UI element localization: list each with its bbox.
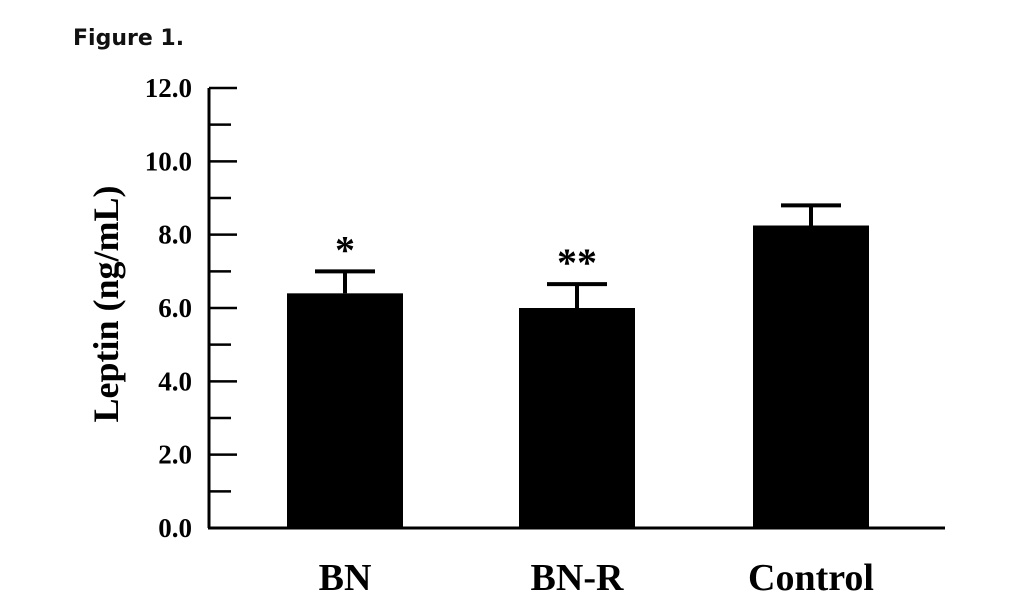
error-bars [315, 203, 841, 308]
bars [287, 225, 869, 528]
x-category-labels: BN BN-R Control [319, 557, 874, 599]
y-tick-label: 0.0 [158, 513, 192, 543]
y-tick-label: 12.0 [145, 73, 192, 103]
y-axis-label: Leptin (ng/mL) [86, 185, 126, 422]
x-category-label: BN-R [531, 557, 624, 599]
y-tick-label: 8.0 [158, 220, 192, 250]
y-tick-labels: 0.0 2.0 4.0 6.0 8.0 10.0 12.0 [145, 73, 192, 543]
bar-bn-r [519, 308, 635, 528]
bar-bn [287, 293, 403, 528]
x-category-label: Control [748, 557, 874, 599]
y-tick-label: 6.0 [158, 293, 192, 323]
y-axis: 0.0 2.0 4.0 6.0 8.0 10.0 12.0 [145, 73, 237, 543]
y-tick-label: 10.0 [145, 146, 192, 176]
significance-marker: ** [557, 240, 597, 285]
bar-control [753, 225, 869, 528]
x-category-label: BN [319, 557, 372, 599]
figure-label: Figure 1. [73, 26, 185, 51]
y-tick-label: 2.0 [158, 440, 192, 470]
y-ticks [209, 86, 237, 530]
y-tick-label: 4.0 [158, 366, 192, 396]
significance-marker: * [335, 227, 355, 272]
significance-markers: * ** [335, 227, 597, 285]
